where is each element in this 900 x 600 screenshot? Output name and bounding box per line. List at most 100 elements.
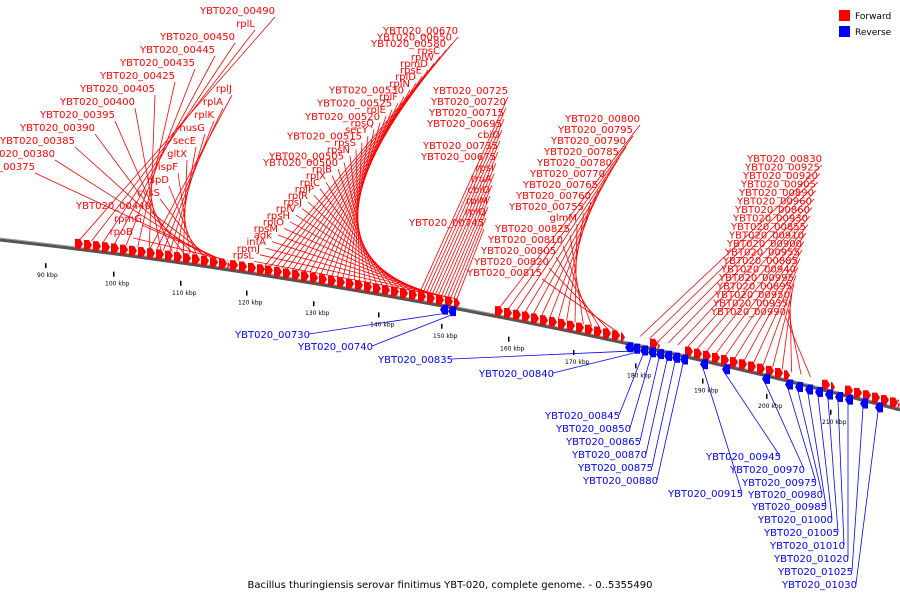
forward-leader-line (438, 162, 497, 296)
forward-leader-line (79, 16, 276, 240)
reverse-gene-arrow (672, 352, 680, 363)
forward-gene-arrow (210, 257, 218, 268)
forward-gene-label: YBT020_00395 (39, 110, 115, 121)
forward-leader-line (743, 258, 801, 361)
forward-gene-arrow (757, 363, 765, 374)
forward-gene-arrow (319, 274, 327, 285)
forward-gene-label: rplP (295, 184, 314, 195)
forward-gene-label: rplJ (216, 84, 232, 95)
forward-leader-line (549, 190, 599, 318)
scale-tick (766, 393, 768, 399)
forward-gene-arrow (612, 330, 620, 341)
forward-leader-line (677, 198, 815, 346)
forward-gene-label: rplK (194, 110, 214, 121)
forward-gene-label: YBT020_00795 (557, 125, 633, 136)
forward-leader-line (785, 317, 811, 377)
tick-layer: 90 kbp 100 kbp 110 kbp 120 kbp 130 kbp 140 kb… (37, 263, 847, 426)
reverse-leader-line (645, 359, 668, 455)
forward-leader-line (548, 267, 609, 330)
forward-leader-line (419, 96, 509, 293)
reverse-gene-label: YBT020_01025 (777, 567, 853, 578)
forward-gene-arrow (382, 285, 390, 296)
forward-gene-arrow (230, 260, 238, 271)
forward-gene-arrow (739, 359, 747, 370)
scale-tick (508, 336, 510, 342)
reverse-gene-arrow (860, 398, 868, 409)
reverse-gene-arrow (825, 389, 833, 400)
forward-gene-label: cbiO (478, 130, 501, 141)
forward-leader-line (453, 217, 487, 299)
forward-leader-line (159, 198, 204, 257)
forward-gene-label: YBT020_00960 (736, 197, 812, 208)
scale-tick (313, 301, 315, 307)
forward-gene-arrow (445, 296, 453, 307)
forward-gene-label: YBT020_00765 (522, 180, 598, 191)
forward-gene-label: rplW (411, 52, 434, 63)
forward-gene-label: YBT020_00745 (408, 218, 484, 229)
forward-gene-arrow (436, 294, 444, 305)
forward-gene-label: YBT020_00735 (422, 141, 498, 152)
forward-gene-label: YBT020_00530 (328, 85, 404, 96)
forward-gene-label: YBT020_00375 (0, 162, 35, 173)
forward-leader-line (696, 215, 811, 350)
forward-leader-line (734, 249, 803, 359)
scale-tick-label: 210 kbp (822, 419, 847, 426)
forward-gene-arrow (248, 262, 256, 273)
forward-leader-line (569, 234, 584, 325)
forward-leader-line (137, 81, 176, 248)
forward-gene-label: YBT020_00825 (494, 224, 570, 235)
reverse-gene-label: YBT020_00870 (571, 450, 647, 461)
forward-leader-line (132, 237, 224, 260)
forward-leader-line (789, 300, 792, 373)
forward-leader-line (435, 151, 499, 295)
forward-gene-label: YBT020_00885 (722, 256, 798, 267)
forward-gene-label: YBT020_00580 (370, 39, 446, 50)
legend: Forward Reverse (839, 10, 892, 38)
reverse-leader-line (629, 356, 652, 429)
scale-tick (635, 363, 637, 369)
forward-gene-label: nusG (179, 123, 205, 134)
forward-leader-line (34, 172, 219, 259)
forward-gene-label: rplC (300, 178, 320, 189)
forward-gene-arrow (364, 281, 372, 292)
forward-leader-line (441, 173, 495, 297)
forward-gene-arrow (427, 293, 435, 304)
forward-leader-line (772, 283, 795, 368)
reverse-gene-label: YBT020_00840 (478, 369, 554, 380)
reverse-gene-label: YBT020_00970 (729, 465, 805, 476)
forward-gene-label: YBT020_00770 (529, 169, 605, 180)
forward-gene-label: YBT020_00450 (159, 32, 235, 43)
reverse-gene-label: YBT020_01005 (763, 528, 839, 539)
forward-gene-label: YBT020_00425 (99, 71, 175, 82)
scale-tick (113, 271, 115, 277)
reverse-leader-line (618, 354, 644, 416)
reverse-leader-line (656, 363, 684, 481)
scale-tick-label: 90 kbp (37, 272, 58, 279)
forward-gene-arrow (721, 355, 729, 366)
forward-gene-arrow (147, 248, 155, 259)
forward-leader-line (114, 55, 216, 245)
forward-gene-label: gltX (167, 149, 187, 160)
scale-tick (180, 280, 182, 286)
reverse-gene-label: YBT020_00865 (565, 437, 641, 448)
reverse-leader-line (702, 368, 743, 494)
forward-leader-line (566, 212, 585, 321)
scale-tick-label: 120 kbp (238, 300, 263, 307)
reverse-gene-label: YBT020_00835 (377, 355, 453, 366)
reverse-gene-arrow (785, 379, 793, 390)
forward-gene-label: YBT020_00720 (430, 97, 506, 108)
forward-leader-line (762, 275, 797, 366)
forward-gene-arrow (712, 352, 720, 363)
forward-leader-line (428, 129, 503, 294)
forward-gene-arrow (156, 249, 164, 260)
forward-leader-line (148, 94, 156, 249)
forward-gene-arrow (822, 379, 830, 390)
forward-gene-arrow (730, 357, 738, 368)
scale-tick-label: 170 kbp (565, 359, 590, 366)
forward-gene-label: YBT020_00890 (738, 188, 814, 199)
forward-leader-line (425, 118, 505, 294)
forward-gene-label: YBT020_00520 (304, 112, 380, 123)
forward-gene-label: YBT020_00800 (564, 114, 640, 125)
forward-gene-arrow (567, 320, 575, 331)
forward-gene-label: YBT020_00780 (536, 158, 612, 169)
